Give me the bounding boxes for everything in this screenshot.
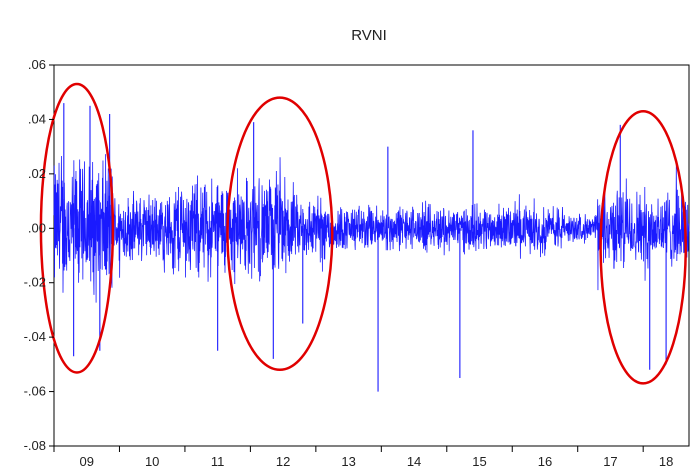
y-tick-label: -.06 bbox=[24, 384, 46, 399]
y-tick-label: .06 bbox=[28, 57, 46, 72]
x-axis: 09 10 11 12 13 14 15 16 17 18 bbox=[53, 446, 673, 469]
x-tick-label: 09 bbox=[79, 454, 93, 469]
x-tick-label: 17 bbox=[603, 454, 617, 469]
y-axis: .06 .04 .02 .00 -.02 -.04 -.06 -.08 bbox=[24, 57, 54, 453]
highlight-ellipse bbox=[39, 82, 115, 374]
highlight-ellipse bbox=[599, 110, 687, 385]
x-tick-label: 11 bbox=[211, 454, 225, 469]
y-tick-label: .04 bbox=[28, 111, 46, 126]
x-tick-label: 16 bbox=[538, 454, 552, 469]
plot-area bbox=[39, 64, 690, 447]
y-tick-label: .00 bbox=[28, 220, 46, 235]
y-tick-label: .02 bbox=[28, 166, 46, 181]
chart-title: RVNI bbox=[351, 27, 387, 44]
x-tick-label: 10 bbox=[145, 454, 159, 469]
y-tick-label: -.04 bbox=[24, 329, 46, 344]
x-tick-label: 15 bbox=[472, 454, 486, 469]
plot-frame bbox=[53, 64, 690, 447]
x-tick-label: 18 bbox=[659, 454, 673, 469]
y-tick-label: -.02 bbox=[24, 275, 46, 290]
highlight-ellipse bbox=[226, 96, 334, 372]
x-tick-label: 12 bbox=[276, 454, 290, 469]
x-tick-label: 14 bbox=[407, 454, 421, 469]
y-tick-label: -.08 bbox=[24, 438, 46, 453]
series-line bbox=[53, 154, 690, 303]
x-tick-label: 13 bbox=[341, 454, 355, 469]
